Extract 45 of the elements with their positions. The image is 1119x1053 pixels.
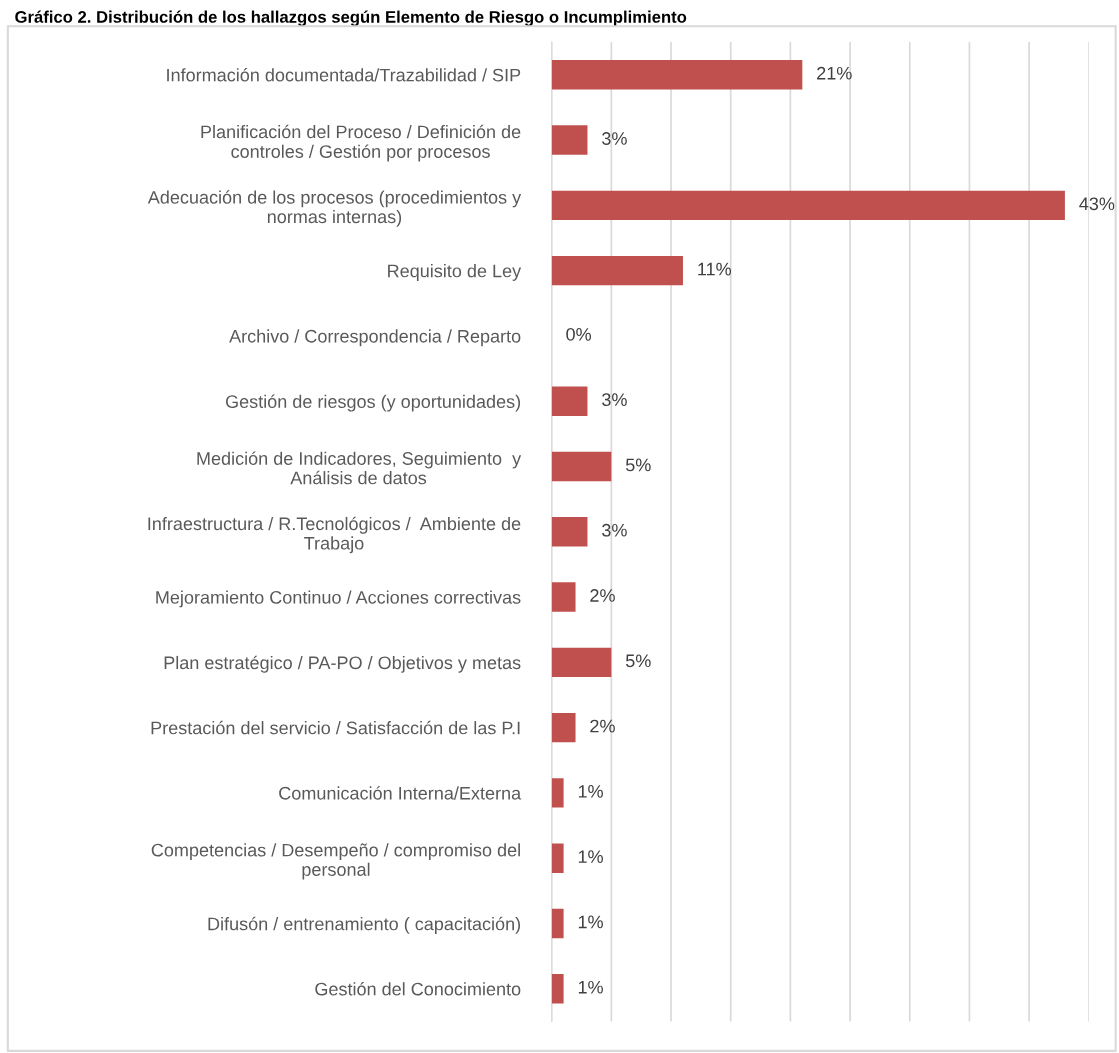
- y-tick-label: Archivo / Correspondencia / Reparto: [229, 329, 521, 347]
- data-label: 1%: [578, 785, 603, 798]
- bar: [551, 190, 1065, 221]
- data-label: 2%: [590, 589, 615, 602]
- data-label: 5%: [625, 654, 651, 668]
- y-tick-label: Prestación del servicio / Satisfacción de las P.I: [151, 720, 520, 735]
- data-label: 3%: [602, 393, 627, 407]
- data-label: 1%: [578, 915, 603, 929]
- data-label: 11%: [698, 262, 732, 276]
- bar: [551, 647, 612, 678]
- bar: [551, 974, 564, 1004]
- bar: [551, 582, 576, 612]
- y-tick-label: Adecuación de los procesos (procedimientos y normas internas): [147, 190, 522, 227]
- data-label: 1%: [578, 980, 603, 994]
- y-tick-label: Infraestructura / R.Tecnológicos / Ambiente de Trabajo: [148, 516, 521, 554]
- bar: [551, 908, 564, 939]
- y-tick-label: Gestión de riesgos (y oportunidades): [225, 394, 521, 412]
- bar: [551, 778, 564, 808]
- y-tick-label: Medición de Indicadores, Seguimiento y Análisis de datos: [197, 451, 522, 485]
- y-tick-label: Competencias / Desempeño / compromiso del personal: [151, 843, 520, 880]
- data-label: 0%: [566, 327, 592, 341]
- data-label: 5%: [625, 458, 651, 472]
- y-tick-label: Requisito de Ley: [388, 264, 522, 281]
- data-label: 43%: [1079, 197, 1115, 211]
- bar: [551, 843, 564, 873]
- bar: [551, 517, 588, 547]
- bar: [551, 712, 576, 743]
- bar: [551, 125, 588, 155]
- bar: [551, 386, 588, 416]
- y-tick-label: Difusón / entrenamiento ( capacitación): [208, 916, 521, 934]
- data-label: 2%: [590, 719, 615, 733]
- y-tick-label: Planificación del Proceso / Definición de controles / Gestión por procesos: [201, 124, 521, 162]
- bar: [551, 451, 612, 482]
- y-tick-label: Mejoramiento Continuo / Acciones correctivas: [156, 590, 521, 608]
- data-label: 3%: [602, 132, 627, 145]
- y-tick-label: Plan estratégico / PA-PO / Objetivos y metas: [164, 655, 521, 673]
- data-label: 3%: [602, 523, 627, 537]
- text: Gráfico 2. Distribución de los hallazgos según Elemento de Riesgo o Incumplimiento: [15, 10, 687, 27]
- data-label: 21%: [817, 66, 852, 80]
- bar: [551, 60, 803, 90]
- y-tick-label: Comunicación Interna/Externa: [279, 786, 522, 800]
- y-tick-label: Gestión del Conocimiento: [315, 982, 521, 996]
- y-tick-label: Información documentada/Trazabilidad / SIP: [167, 68, 521, 82]
- bar: [551, 255, 683, 286]
- data-label: 1%: [578, 850, 603, 863]
